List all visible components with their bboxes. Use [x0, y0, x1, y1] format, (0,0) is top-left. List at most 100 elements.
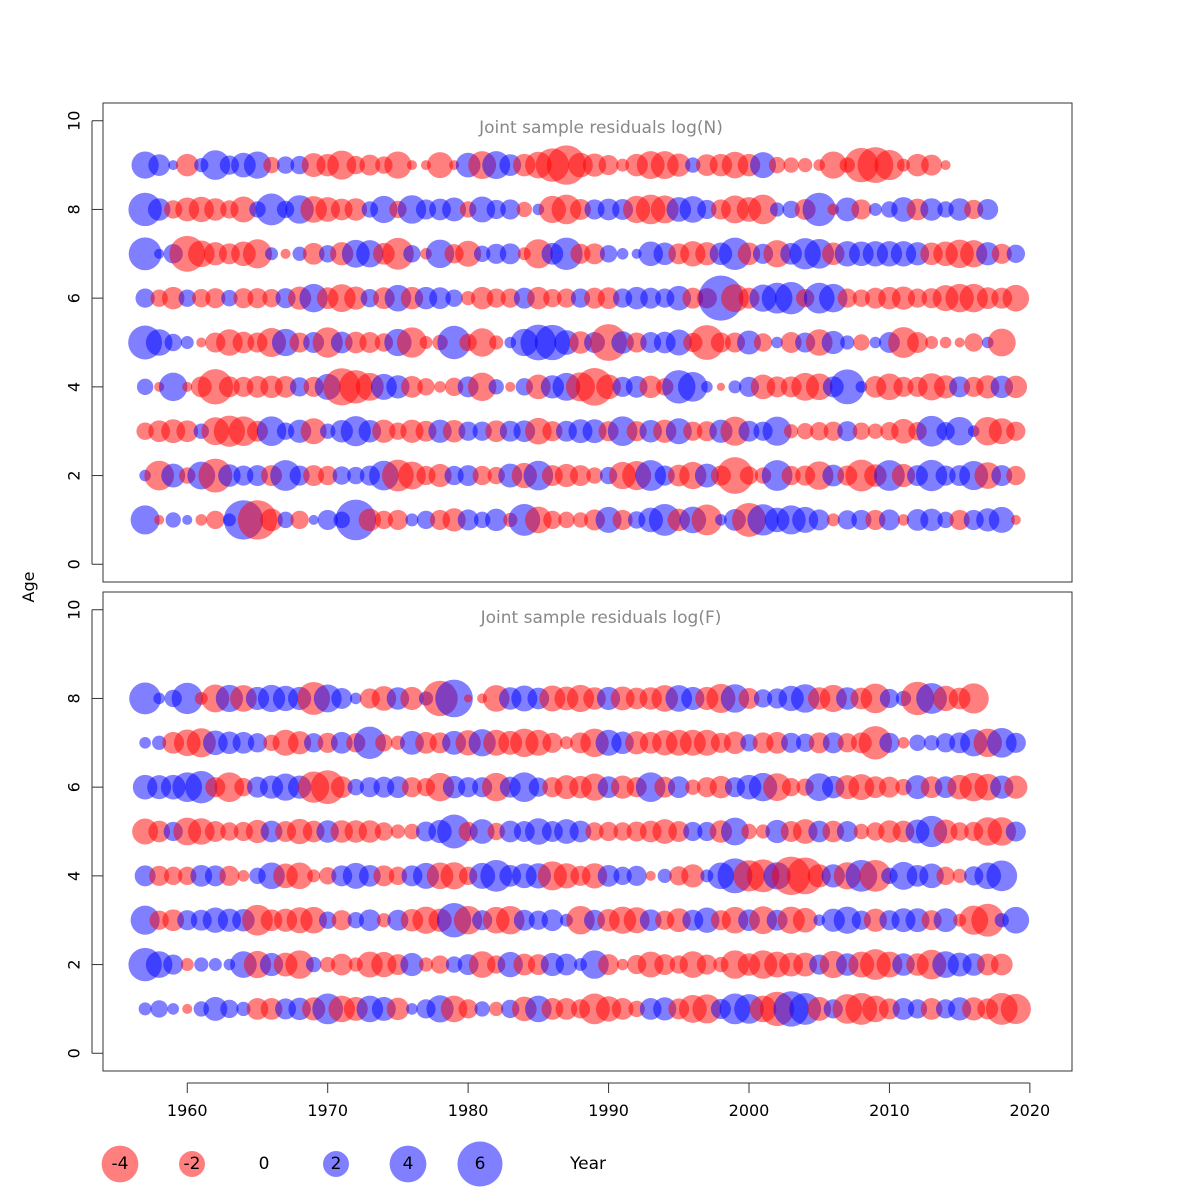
residual-bubble: [429, 287, 451, 310]
residual-bubble: [349, 692, 362, 705]
y-tick-label: 10: [65, 111, 84, 131]
residual-bubble: [728, 380, 742, 394]
residual-bubble: [194, 957, 209, 972]
residual-bubble: [195, 514, 208, 526]
residual-bubble: [891, 418, 916, 444]
residual-bubble: [819, 283, 848, 313]
residual-bubble: [858, 726, 893, 760]
residual-bubble: [233, 288, 254, 309]
residual-bubble: [134, 865, 156, 887]
residual-bubble: [990, 953, 1013, 976]
residual-bubble: [923, 735, 940, 751]
residual-bubble: [874, 150, 905, 181]
residual-bubble: [739, 466, 759, 485]
residual-bubble: [145, 329, 173, 356]
residual-bubble: [182, 514, 193, 525]
residual-bubble: [192, 288, 211, 308]
residual-bubble: [347, 778, 365, 796]
residual-bubble: [130, 505, 160, 535]
residual-bubble: [855, 381, 868, 393]
residual-bubble: [610, 775, 635, 799]
residual-bubble: [135, 288, 155, 308]
residual-bubble: [681, 864, 705, 888]
residual-bubble: [766, 731, 788, 754]
residual-bubble: [304, 733, 324, 753]
residual-bubble: [165, 512, 181, 528]
residual-bubble: [837, 421, 858, 442]
residual-bubble: [683, 821, 703, 842]
bubbles: [128, 679, 1031, 1027]
residual-bubble: [330, 731, 353, 754]
residual-bubble: [1002, 906, 1030, 934]
residual-bubble: [710, 332, 731, 353]
residual-bubble: [147, 198, 171, 221]
residual-bubble: [372, 419, 396, 443]
residual-bubble: [527, 286, 550, 310]
residual-bubble: [949, 376, 971, 398]
residual-bubble: [346, 155, 365, 175]
y-tick-label: 10: [65, 600, 84, 620]
residual-bubble: [716, 457, 754, 494]
residual-bubble: [468, 951, 496, 978]
residual-bubble: [971, 903, 1005, 937]
residual-bubble: [685, 779, 701, 795]
residual-bubble: [416, 510, 436, 530]
residual-bubble: [265, 247, 279, 261]
residual-bubble: [781, 465, 801, 486]
residual-bubble: [359, 154, 381, 176]
residual-bubble: [639, 375, 662, 399]
residual-bubble: [654, 954, 676, 976]
residual-bubble: [863, 908, 888, 932]
residual-bubble: [611, 998, 634, 1020]
residual-bubble: [668, 821, 690, 842]
residual-bubble: [406, 1003, 418, 1015]
residual-bubble: [386, 997, 410, 1021]
residual-bubble: [428, 463, 452, 488]
residual-bubble: [964, 333, 983, 352]
residual-bubble: [1002, 284, 1030, 312]
residual-bubble: [286, 862, 313, 890]
residual-bubble: [525, 506, 552, 534]
residual-bubble: [388, 866, 408, 886]
residual-bubble: [954, 337, 965, 348]
residual-bubble: [473, 245, 491, 263]
residual-bubble: [243, 151, 272, 179]
residual-bubble: [467, 328, 497, 357]
residual-bubble: [807, 996, 832, 1021]
residual-bubble: [472, 465, 492, 486]
residual-bubble: [358, 508, 382, 532]
legend-label: 4: [403, 1154, 414, 1174]
residual-bubble: [149, 865, 170, 886]
y-tick-label: 4: [65, 382, 84, 392]
residual-bubble: [287, 731, 312, 755]
residual-bubble: [840, 335, 855, 350]
residual-bubble: [513, 909, 535, 931]
residual-bubble: [276, 156, 295, 174]
residual-bubble: [417, 378, 435, 396]
residual-bubble: [582, 153, 607, 177]
residual-bubble: [920, 508, 943, 532]
residual-bubble: [558, 511, 575, 529]
residual-bubble: [701, 381, 713, 393]
y-tick-label: 0: [65, 559, 84, 569]
residual-bubble: [307, 869, 321, 883]
residual-bubble: [976, 242, 1000, 266]
residual-bubble: [437, 814, 472, 849]
residual-bubble: [1000, 993, 1031, 1024]
residual-bubble: [406, 160, 417, 171]
residual-bubble: [285, 950, 314, 979]
residual-bubble: [138, 1002, 152, 1016]
residual-bubble: [375, 734, 393, 752]
residual-bubble: [302, 242, 325, 265]
residual-bubble: [771, 336, 783, 349]
residual-bubble: [616, 158, 630, 172]
residual-bubble: [774, 281, 808, 315]
residual-bubble: [419, 336, 433, 349]
residual-bubble: [678, 372, 708, 402]
residual-bubble: [852, 422, 871, 440]
residual-bubble: [317, 509, 338, 530]
residual-bubble: [613, 866, 632, 886]
residual-bubble: [396, 327, 428, 358]
legend-label: 6: [475, 1154, 486, 1174]
residual-bubble: [859, 859, 892, 892]
